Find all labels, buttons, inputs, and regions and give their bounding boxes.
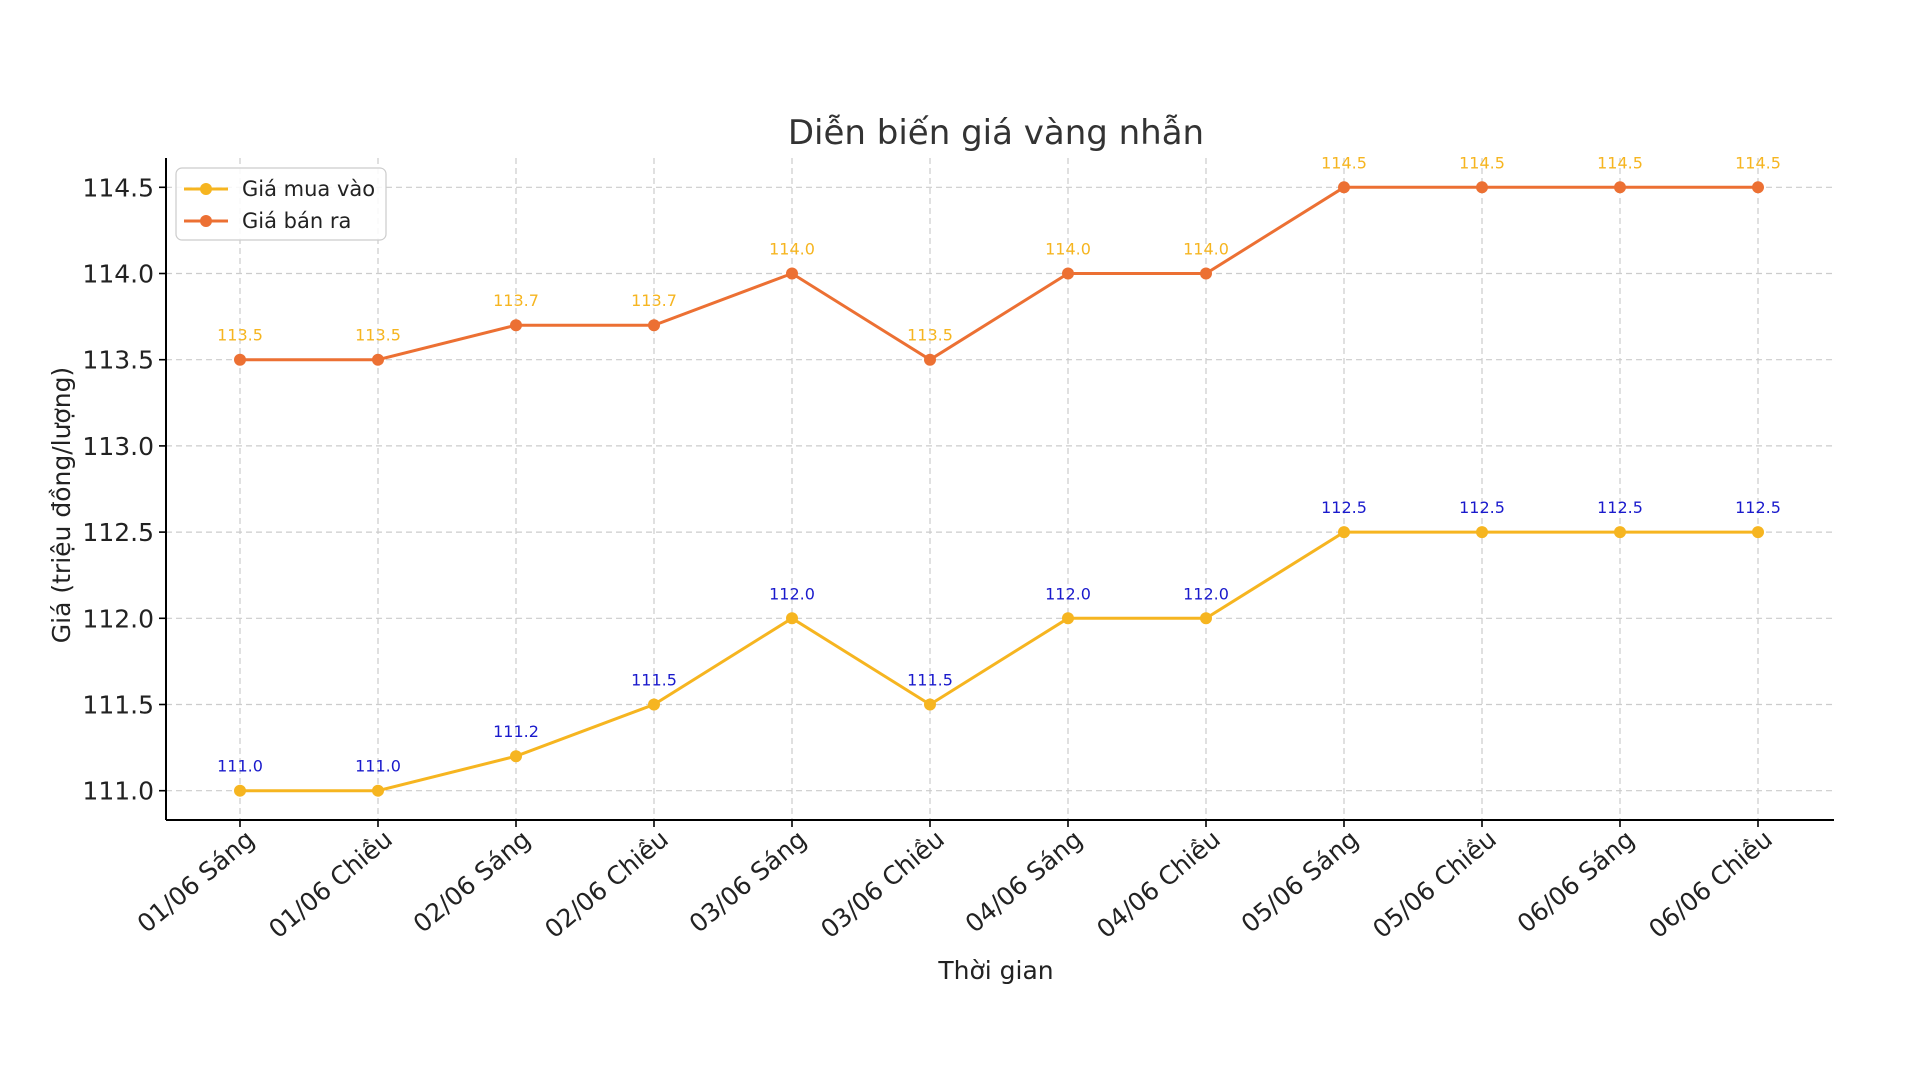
data-label: 112.0: [769, 584, 815, 603]
series-line: [240, 185, 1758, 362]
data-label: 112.5: [1735, 498, 1781, 517]
data-label: 114.5: [1321, 153, 1367, 172]
data-point: [1338, 181, 1350, 194]
data-label: 111.0: [217, 757, 263, 776]
legend-box: [175, 167, 387, 241]
data-label: 114.0: [1045, 240, 1091, 259]
data-label: 114.5: [1735, 153, 1781, 172]
data-point: [1614, 181, 1626, 194]
data-point: [1614, 526, 1626, 539]
y-tick-label: 113.0: [82, 432, 154, 461]
data-label: 114.0: [1183, 240, 1229, 259]
data-point: [786, 267, 798, 280]
data-label: 112.5: [1597, 498, 1643, 517]
data-label: 113.7: [631, 291, 677, 310]
data-label: 114.5: [1459, 153, 1505, 172]
data-label: 111.2: [493, 722, 539, 741]
x-tick-labels: 01/06 Sáng 01/06 Chiều 02/06 Sáng 02/06 Chi…: [132, 824, 1778, 944]
y-tick-label: 113.5: [82, 346, 154, 375]
axes: [159, 158, 1834, 827]
data-label: 112.5: [1459, 498, 1505, 517]
x-tick-label: 02/06 Chiều: [539, 824, 674, 944]
data-label: 112.5: [1321, 498, 1367, 517]
data-point: [1062, 612, 1074, 625]
x-tick-label: 02/06 Sáng: [408, 824, 536, 938]
data-point: [1062, 267, 1074, 280]
data-point: [372, 784, 384, 797]
data-point: [1476, 526, 1488, 539]
y-tick-label: 111.0: [82, 777, 154, 806]
data-point: [1338, 526, 1350, 539]
data-label: 113.5: [907, 326, 953, 345]
y-tick-label: 112.0: [82, 604, 154, 633]
x-tick-label: 03/06 Sáng: [684, 824, 812, 938]
y-tick-label: 114.5: [82, 173, 154, 202]
data-point: [234, 784, 246, 797]
y-tick-label: 111.5: [82, 690, 154, 719]
legend-label: Giá bán ra: [242, 209, 351, 233]
data-point: [510, 750, 522, 763]
data-point: [234, 353, 246, 366]
y-tick-label: 114.0: [82, 260, 154, 289]
chart-title: Diễn biến giá vàng nhẫn: [788, 113, 1204, 153]
data-point: [1752, 181, 1764, 194]
x-axis-title: Thời gian: [937, 956, 1053, 985]
data-point: [1200, 612, 1212, 625]
legend-marker: [200, 215, 212, 227]
series-layer: [234, 181, 1764, 797]
x-tick-label: 03/06 Chiều: [815, 824, 950, 944]
data-point: [648, 319, 660, 332]
data-labels: 111.0 111.0 111.2 111.5 112.0 111.5 112.0 112.0…: [217, 153, 1781, 775]
x-tick-label: 04/06 Sáng: [960, 824, 1088, 938]
data-point: [510, 319, 522, 332]
x-tick-label: 01/06 Chiều: [263, 824, 398, 944]
data-label: 112.0: [1045, 584, 1091, 603]
y-axis-title: Giá (triệu đồng/lượng): [47, 367, 76, 643]
y-tick-label: 112.5: [82, 518, 154, 547]
data-point: [1476, 181, 1488, 194]
x-tick-label: 05/06 Sáng: [1236, 824, 1364, 938]
data-point: [1200, 267, 1212, 280]
data-point: [924, 698, 936, 711]
x-tick-label: 04/06 Chiều: [1091, 824, 1226, 944]
x-tick-label: 05/06 Chiều: [1367, 824, 1502, 944]
series-line: [240, 530, 1758, 793]
data-label: 111.5: [631, 670, 677, 689]
data-label: 113.5: [355, 326, 401, 345]
data-label: 112.0: [1183, 584, 1229, 603]
data-point: [372, 353, 384, 366]
data-label: 113.7: [493, 291, 539, 310]
data-label: 111.5: [907, 670, 953, 689]
data-label: 111.0: [355, 757, 401, 776]
data-label: 114.0: [769, 240, 815, 259]
data-point: [648, 698, 660, 711]
y-tick-labels: 111.0 111.5 112.0 112.5 113.0 113.5 114.0 114.5: [82, 173, 154, 805]
data-label: 114.5: [1597, 153, 1643, 172]
x-tick-label: 01/06 Sáng: [132, 824, 260, 938]
x-tick-label: 06/06 Chiều: [1643, 824, 1778, 944]
legend-marker: [200, 183, 212, 195]
x-tick-label: 06/06 Sáng: [1512, 824, 1640, 938]
legend-label: Giá mua vào: [242, 177, 375, 201]
data-point: [786, 612, 798, 625]
grid: [166, 158, 1834, 820]
data-point: [924, 353, 936, 366]
data-label: 113.5: [217, 326, 263, 345]
legend: Giá mua vào Giá bán ra: [175, 167, 387, 241]
data-point: [1752, 526, 1764, 539]
